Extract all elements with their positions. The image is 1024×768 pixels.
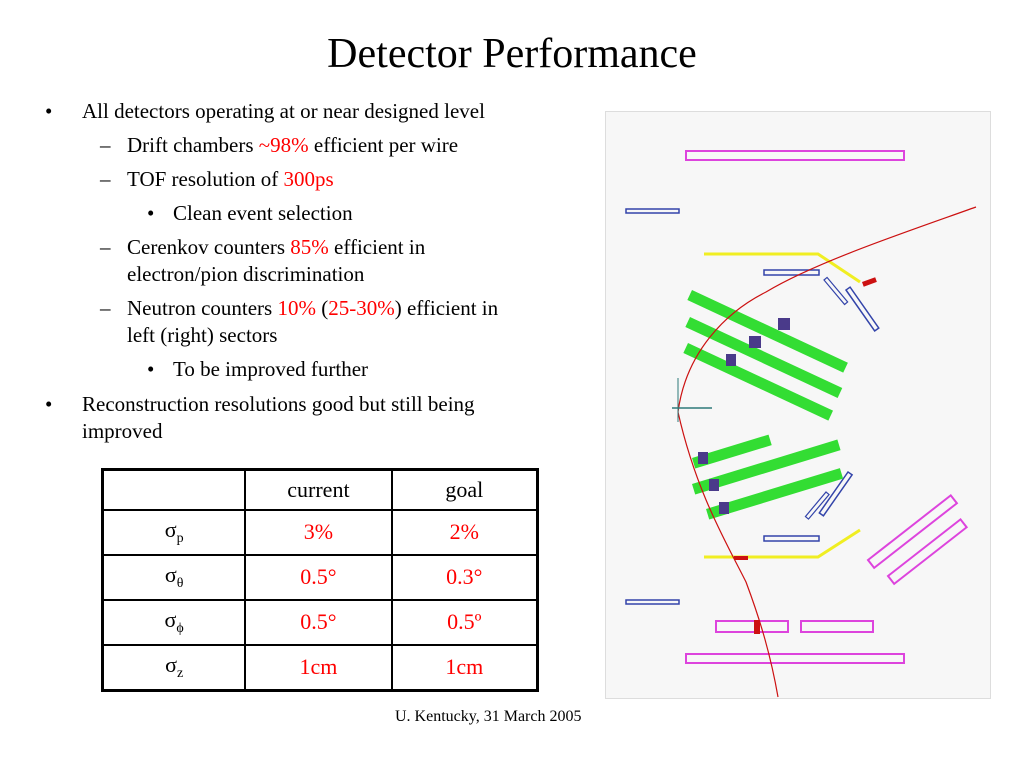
tof-bar <box>763 269 820 276</box>
tof-hit <box>734 556 748 560</box>
neutron-label: Neutron counters <box>127 296 278 320</box>
bullet-reconstruction: Reconstruction resolutions good but stil… <box>82 392 475 416</box>
counter-hit <box>754 620 760 634</box>
resolution-table: current goal σp 3% 2% σθ 0.5° 0.3° σϕ 0.… <box>101 468 539 692</box>
cerenkov-value: 85% <box>290 235 329 259</box>
goal-value: 1cm <box>390 643 539 692</box>
bullet-neutron: Neutron counters 10% (25-30%) efficient … <box>127 295 498 322</box>
dash-marker: – <box>100 235 111 259</box>
bullet-marker: • <box>45 392 53 416</box>
tof-bar <box>625 599 680 605</box>
bullet-cerenkov-line2: electron/pion discrimination <box>127 262 365 286</box>
footer: U. Kentucky, 31 March 2005 <box>395 708 582 725</box>
row-label: σz <box>101 643 247 692</box>
bullet-improve: To be improved further <box>173 357 369 381</box>
table-header: current <box>244 468 393 511</box>
table-header: goal <box>390 468 539 511</box>
event-display-figure <box>605 111 991 699</box>
bottom-counter-bar <box>685 653 905 664</box>
tof-label: TOF resolution of <box>127 167 284 191</box>
particle-track-upper <box>677 206 977 413</box>
bullet-marker: • <box>147 357 155 381</box>
neutron-value-left: 10% <box>277 296 316 320</box>
sigma-subscript: θ <box>176 576 184 592</box>
neutron-value-right: 25-30% <box>328 296 395 320</box>
current-value: 1cm <box>244 643 393 692</box>
bullet-reconstruction-line2: improved <box>82 419 163 443</box>
table-row: σz 1cm 1cm <box>101 643 539 692</box>
drift-chambers-label: Drift chambers <box>127 133 259 157</box>
neutron-counter-ladder <box>715 493 969 633</box>
neutron-suffix: ) efficient in <box>394 296 499 320</box>
drift-chambers-value: ~98% <box>258 133 309 157</box>
current-value: 3% <box>244 508 393 556</box>
tof-bar <box>763 535 820 542</box>
current-value: 0.5° <box>244 553 393 601</box>
tof-bar-slanted <box>844 286 880 333</box>
sigma-subscript: ϕ <box>176 621 184 637</box>
drift-chamber-upper <box>683 290 848 421</box>
top-counter-bar <box>685 150 905 161</box>
table-header-row: current goal <box>101 468 539 511</box>
table-row: σϕ 0.5° 0.5º <box>101 598 539 646</box>
sigma-symbol: σ <box>164 607 177 633</box>
sigma-subscript: z <box>176 666 184 682</box>
row-label: σp <box>101 508 247 556</box>
bullet-marker: • <box>147 201 155 225</box>
cerenkov-suffix: efficient in <box>328 235 426 259</box>
goal-value: 0.5º <box>390 598 539 646</box>
row-label: σθ <box>101 553 247 601</box>
bullet-neutron-line2: left (right) sectors <box>127 323 278 347</box>
dash-marker: – <box>100 133 111 157</box>
tof-value: 300ps <box>283 167 334 191</box>
sigma-symbol: σ <box>164 562 177 588</box>
dash-marker: – <box>100 167 111 191</box>
goal-value: 2% <box>390 508 539 556</box>
slide-title: Detector Performance <box>327 31 697 77</box>
tof-hit <box>862 277 877 287</box>
cerenkov-boundary-upper <box>704 252 861 284</box>
tof-bar <box>625 208 680 214</box>
tof-bar-slanted <box>804 491 830 520</box>
sigma-symbol: σ <box>165 652 177 678</box>
neutron-paren: ( <box>315 296 329 320</box>
drift-chamber-hits <box>698 318 790 514</box>
tof-bar-slanted <box>818 470 854 517</box>
tof-bar-slanted <box>823 276 849 306</box>
event-display-svg <box>625 150 977 698</box>
drift-chambers-suffix: efficient per wire <box>308 133 459 157</box>
table-row: σp 3% 2% <box>101 508 539 556</box>
drift-chamber-lower <box>692 434 844 520</box>
cerenkov-label: Cerenkov counters <box>127 235 291 259</box>
bullet-tof: TOF resolution of 300ps <box>127 166 334 193</box>
goal-value: 0.3° <box>390 553 539 601</box>
row-label: σϕ <box>101 598 247 646</box>
sigma-symbol: σ <box>164 517 177 543</box>
table-row: σθ 0.5° 0.3° <box>101 553 539 601</box>
bullet-cerenkov: Cerenkov counters 85% efficient in <box>127 234 425 261</box>
current-value: 0.5° <box>244 598 393 646</box>
bullet-detectors: All detectors operating at or near desig… <box>82 99 485 123</box>
particle-track-lower <box>677 411 779 698</box>
dash-marker: – <box>100 296 111 320</box>
bullet-drift-chambers: Drift chambers ~98% efficient per wire <box>127 132 458 159</box>
sigma-subscript: p <box>176 531 184 547</box>
cerenkov-boundary-lower <box>704 528 861 559</box>
bullet-clean-event: Clean event selection <box>173 201 353 225</box>
bullet-marker: • <box>45 99 53 123</box>
table-header <box>101 468 247 511</box>
